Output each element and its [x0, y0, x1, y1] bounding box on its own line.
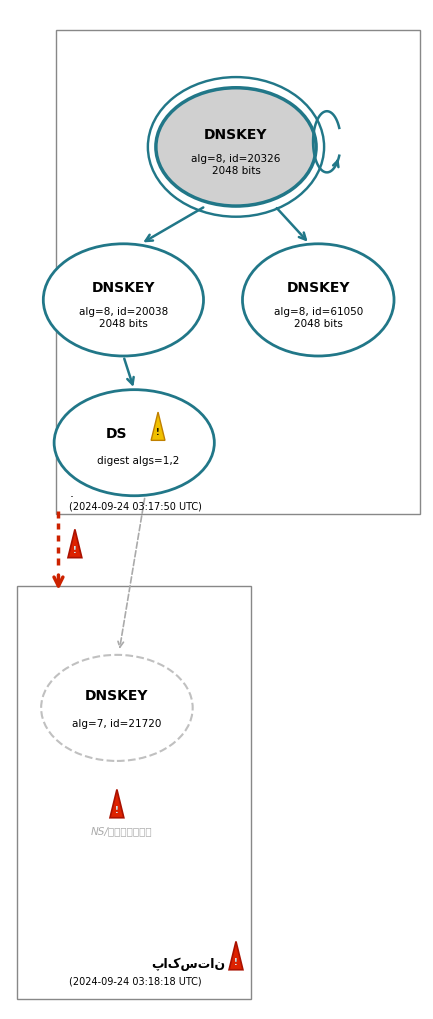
Text: DNSKEY: DNSKEY: [92, 280, 155, 294]
Ellipse shape: [41, 655, 193, 761]
Text: !: !: [115, 805, 119, 814]
Text: (2024-09-24 03:17:50 UTC): (2024-09-24 03:17:50 UTC): [69, 501, 202, 512]
Ellipse shape: [43, 245, 204, 357]
FancyBboxPatch shape: [17, 586, 251, 999]
Polygon shape: [68, 530, 82, 558]
Text: .: .: [69, 487, 73, 499]
Text: alg=8, id=61050
2048 bits: alg=8, id=61050 2048 bits: [274, 307, 363, 329]
Text: (2024-09-24 03:18:18 UTC): (2024-09-24 03:18:18 UTC): [69, 975, 202, 985]
Text: پاکستان: پاکستان: [151, 956, 225, 970]
FancyBboxPatch shape: [56, 31, 420, 515]
Text: NS/پاکستان: NS/پاکستان: [90, 825, 152, 836]
Text: alg=8, id=20038
2048 bits: alg=8, id=20038 2048 bits: [79, 307, 168, 329]
Polygon shape: [229, 942, 243, 970]
Ellipse shape: [242, 245, 394, 357]
Ellipse shape: [156, 89, 316, 207]
Text: alg=7, id=21720: alg=7, id=21720: [72, 718, 162, 729]
Polygon shape: [151, 413, 165, 441]
Text: !: !: [73, 545, 77, 554]
Text: alg=8, id=20326
2048 bits: alg=8, id=20326 2048 bits: [191, 154, 281, 176]
Polygon shape: [110, 790, 124, 818]
Text: DNSKEY: DNSKEY: [85, 688, 149, 702]
Text: !: !: [234, 957, 238, 966]
Text: DNSKEY: DNSKEY: [287, 280, 350, 294]
Ellipse shape: [54, 390, 214, 496]
Text: DNSKEY: DNSKEY: [204, 127, 268, 142]
Text: DS: DS: [106, 426, 128, 440]
Text: !: !: [115, 805, 119, 814]
Text: !: !: [73, 545, 77, 554]
Text: digest algs=1,2: digest algs=1,2: [97, 455, 180, 466]
Text: !: !: [234, 957, 238, 966]
Text: !: !: [156, 428, 160, 437]
